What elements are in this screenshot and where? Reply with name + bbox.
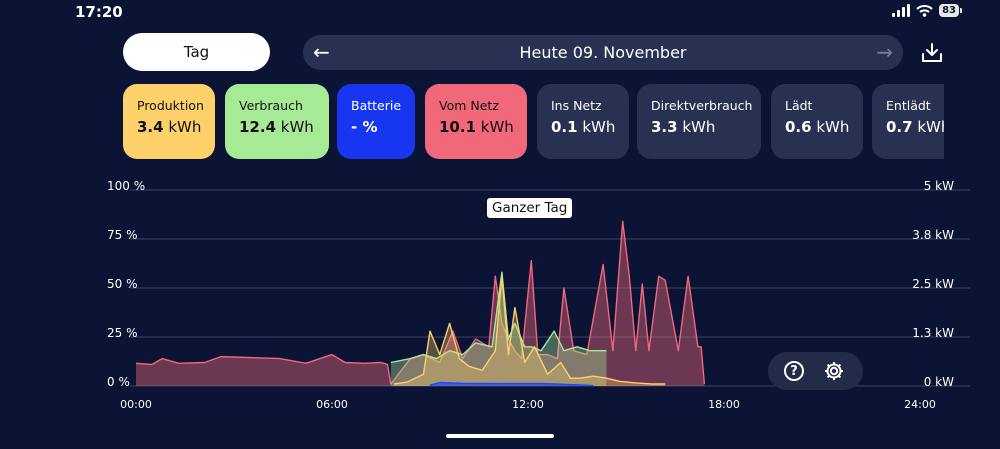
summary-card-l-dt[interactable]: Lädt 0.6 kWh: [771, 84, 863, 159]
summary-card-direktverbrauch[interactable]: Direktverbrauch 3.3 kWh: [637, 84, 761, 159]
y-right-tick-label: 0 kW: [924, 375, 954, 389]
card-value: 3.3 kWh: [651, 118, 761, 136]
card-value-number: 0.7: [886, 118, 913, 136]
summary-cards: Produktion 3.4 kWh Verbrauch 12.4 kWh Batter…: [123, 84, 944, 159]
cellular-signal-icon: [892, 4, 911, 17]
summary-card-produktion[interactable]: Produktion 3.4 kWh: [123, 84, 215, 159]
card-value-number: - %: [351, 118, 378, 136]
card-value: 3.4 kWh: [137, 118, 215, 136]
date-label: Heute 09. November: [519, 43, 687, 62]
card-value-number: 10.1: [439, 118, 477, 136]
x-tick-label: 00:00: [120, 398, 152, 411]
card-value-number: 0.6: [785, 118, 812, 136]
gear-icon[interactable]: [823, 360, 845, 382]
card-label: Verbrauch: [239, 98, 303, 113]
y-right-tick-label: 2.5 kW: [912, 277, 954, 291]
card-label: Entlädt: [886, 98, 931, 113]
summary-card-vom-netz[interactable]: Vom Netz 10.1 kWh: [425, 84, 527, 159]
y-left-tick-label: 75 %: [107, 228, 138, 242]
card-value-number: 12.4: [239, 118, 277, 136]
summary-card-verbrauch[interactable]: Verbrauch 12.4 kWh: [225, 84, 329, 159]
chart-tooltip: Ganzer Tag: [487, 198, 573, 218]
y-left-tick-label: 0 %: [107, 375, 130, 389]
previous-day-arrow-icon[interactable]: ←: [313, 40, 330, 64]
card-value: 12.4 kWh: [239, 118, 329, 136]
y-right-tick-label: 1.3 kW: [912, 326, 954, 340]
series-line: [429, 381, 594, 387]
card-value: 0.1 kWh: [551, 118, 629, 136]
y-left-tick-label: 50 %: [107, 277, 138, 291]
x-tick-label: 18:00: [708, 398, 740, 411]
chart-controls: ?: [768, 352, 863, 390]
card-value-unit: kWh: [276, 118, 314, 136]
card-label: Ins Netz: [551, 98, 602, 113]
card-value: 0.6 kWh: [785, 118, 863, 136]
x-tick-label: 06:00: [316, 398, 348, 411]
summary-card-entl-dt[interactable]: Entlädt 0.7 kWh: [872, 84, 944, 159]
card-label: Batterie: [351, 98, 402, 113]
battery-level: 83: [939, 4, 959, 17]
card-value-unit: kWh: [163, 118, 202, 136]
status-time: 17:20: [75, 3, 123, 21]
battery-icon: 83: [939, 4, 962, 17]
home-indicator: [446, 434, 554, 438]
energy-chart: 0 % 25 % 50 % 75 % 100 % 0 kW 1.3 kW 2.5 kW 3.8 …: [107, 180, 970, 411]
card-value-unit: kWh: [917, 118, 944, 136]
card-value-unit: kWh: [476, 118, 514, 136]
card-value: - %: [351, 118, 415, 136]
card-value-unit: kWh: [811, 118, 850, 136]
card-value-unit: kWh: [577, 118, 616, 136]
card-label: Direktverbrauch: [651, 98, 753, 113]
y-left-tick-label: 100 %: [107, 180, 145, 193]
x-tick-label: 12:00: [512, 398, 544, 411]
summary-card-batterie[interactable]: Batterie - %: [337, 84, 415, 159]
period-button-tag[interactable]: Tag: [123, 33, 270, 71]
download-icon[interactable]: [920, 42, 944, 64]
y-left-tick-label: 25 %: [107, 326, 138, 340]
summary-card-ins-netz[interactable]: Ins Netz 0.1 kWh: [537, 84, 629, 159]
series-line: [393, 275, 666, 385]
card-value-number: 3.4: [137, 118, 164, 136]
next-day-arrow-icon[interactable]: →: [876, 40, 893, 64]
date-navigator: ← Heute 09. November →: [303, 35, 903, 70]
status-icons: 83: [892, 4, 962, 17]
card-value: 0.7 kWh: [886, 118, 944, 136]
card-label: Vom Netz: [439, 98, 499, 113]
series-area: [394, 276, 666, 386]
help-icon[interactable]: ?: [784, 361, 804, 381]
card-label: Produktion: [137, 98, 204, 113]
card-value-unit: kWh: [677, 118, 716, 136]
card-label: Lädt: [785, 98, 813, 113]
y-right-tick-label: 3.8 kW: [912, 228, 954, 242]
card-value: 10.1 kWh: [439, 118, 527, 136]
card-value-number: 3.3: [651, 118, 678, 136]
x-tick-label: 24:00: [904, 398, 936, 411]
series-area: [390, 272, 607, 386]
series-area: [136, 221, 705, 386]
card-value-number: 0.1: [551, 118, 578, 136]
wifi-icon: [916, 5, 933, 17]
y-right-tick-label: 5 kW: [924, 180, 954, 193]
